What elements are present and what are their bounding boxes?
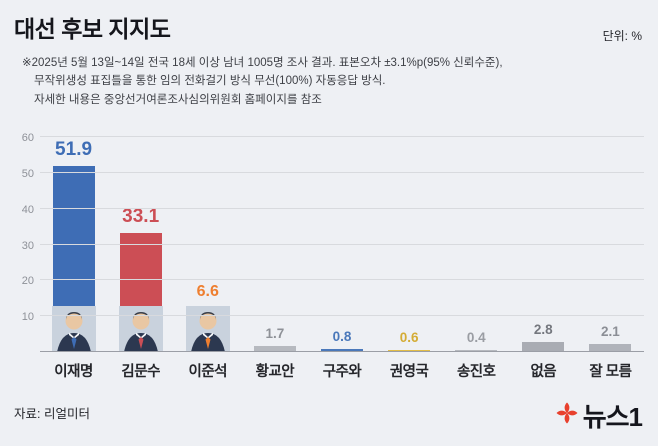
chart-bar (522, 341, 565, 352)
chart-column: 0.4 (443, 137, 510, 352)
y-axis-tick-label: 40 (21, 203, 34, 216)
unit-label: 단위: % (602, 29, 642, 43)
chart-column: 6.6 (174, 137, 241, 352)
chart-bar (253, 345, 296, 352)
bar-value-label: 0.6 (399, 329, 419, 345)
chart-column: 0.8 (308, 137, 375, 352)
chart-columns: 51.9 33.1 6.6 1.7 0.8 0.6 0.4 2.8 2.1 (40, 137, 644, 352)
chart-bar (320, 349, 363, 352)
y-axis-tick-label: 50 (21, 167, 34, 180)
candidate-photo (51, 306, 96, 352)
category-row: 이재명 김문수 이준석 황교안 구주와 권영국 송진호 없음 잘 모름 (40, 360, 644, 381)
category-label: 김문수 (121, 364, 160, 380)
chart-column: 2.8 (510, 137, 577, 352)
chart-column: 33.1 (107, 137, 174, 352)
gridline (40, 315, 644, 317)
source-label: 자료: 리얼미터 (14, 407, 90, 421)
chart-column: 2.1 (577, 137, 644, 352)
bar-value-label: 33.1 (122, 206, 160, 228)
chart-plot: 51.9 33.1 6.6 1.7 0.8 0.6 0.4 2.8 2.1 10 20 30 40 50… (22, 132, 644, 352)
category-label: 없음 (530, 364, 557, 380)
chart-bar (589, 344, 632, 352)
gridline (40, 136, 644, 137)
survey-note-line-3: 자세한 내용은 중앙선거여론조사심의위원회 홈페이지를 참조 (34, 93, 322, 106)
news1-logo-text: 뉴스1 (582, 402, 643, 432)
category-label: 황교안 (255, 364, 295, 380)
bar-value-label: 51.9 (55, 139, 93, 161)
category-label: 구주와 (322, 364, 362, 380)
gridline (40, 279, 644, 281)
y-axis-tick-label: 10 (21, 311, 34, 324)
chart-column: 1.7 (241, 137, 308, 352)
news1-logo: 뉴스1 (556, 397, 643, 434)
chart-column: 51.9 (40, 137, 107, 352)
category-label: 송진호 (456, 364, 496, 380)
survey-note-line-1: ※2025년 5월 13일~14일 전국 18세 이상 남녀 1005명 조사 … (22, 57, 503, 69)
gridline (40, 243, 644, 245)
y-axis-tick-label: 60 (21, 132, 34, 144)
chart-bar (388, 349, 431, 352)
category-label: 권영국 (389, 364, 429, 380)
gridline (40, 171, 644, 173)
survey-note-line-2: 무작위생성 표집틀을 통한 임의 전화걸기 방식 무선(100%) 자동응답 방… (34, 75, 386, 88)
bar-value-label: 1.7 (265, 325, 285, 341)
candidate-photo (185, 306, 230, 352)
y-axis-tick-label: 20 (21, 275, 34, 288)
chart-column: 0.6 (376, 137, 443, 352)
bar-value-label: 6.6 (196, 283, 219, 300)
bar-value-label: 2.1 (601, 324, 620, 340)
x-axis-baseline (40, 351, 644, 352)
news1-logo-mark-icon (556, 402, 578, 429)
category-label: 이준석 (188, 364, 228, 380)
category-label: 이재명 (54, 364, 93, 380)
category-label: 잘 모름 (589, 364, 632, 380)
bar-value-label: 0.4 (466, 330, 486, 345)
bar-value-label: 2.8 (533, 321, 553, 337)
y-axis-tick-label: 30 (21, 239, 34, 252)
candidate-photo (118, 306, 163, 352)
bar-value-label: 0.8 (332, 329, 352, 345)
page-title: 대선 후보 지지도 (14, 16, 171, 42)
survey-note: ※2025년 5월 13일~14일 전국 18세 이상 남녀 1005명 조사 … (22, 54, 503, 109)
gridline (40, 207, 644, 209)
